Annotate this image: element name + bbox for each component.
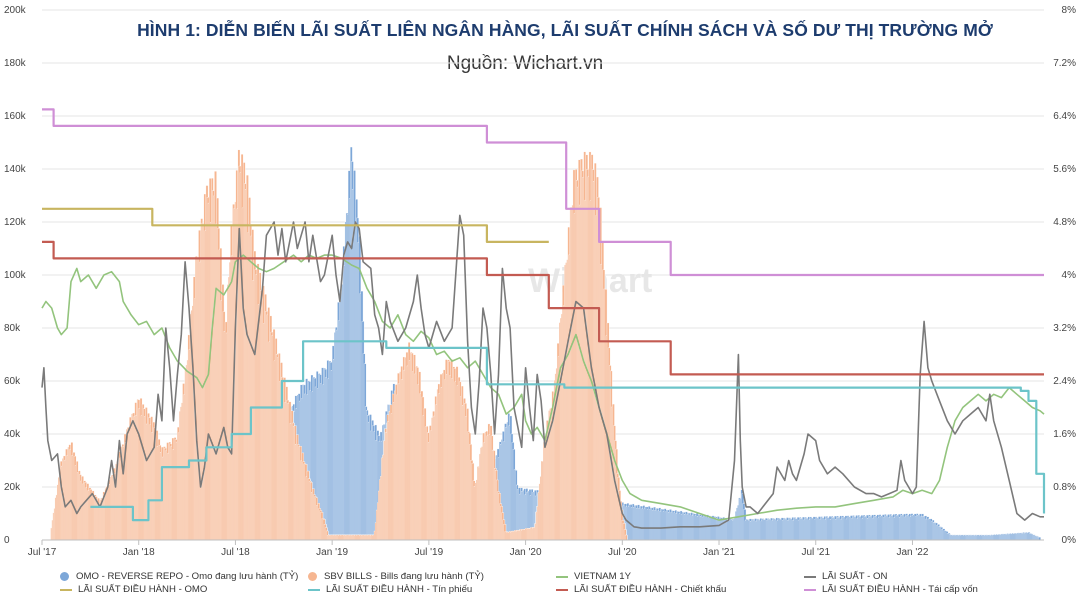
x-tick-label: Jan '20 — [510, 547, 542, 558]
legend-item[interactable]: VIETNAM 1Y — [556, 570, 804, 583]
legend-marker — [60, 588, 72, 591]
legend-row-2: LÃI SUẤT ĐIỀU HÀNH - OMO LÃI SUẤT ĐIỀU HÀ… — [60, 583, 1070, 596]
y-right-tick-label: 0.8% — [1053, 482, 1076, 493]
legend-label: OMO - REVERSE REPO - Omo đang lưu hành (… — [76, 571, 299, 582]
legend-item[interactable]: SBV BILLS - Bills đang lưu hành (TỶ) — [308, 570, 556, 583]
y-right-tick-label: 7.2% — [1053, 58, 1076, 69]
bar — [624, 534, 628, 541]
y-left-tick-label: 60k — [4, 376, 21, 387]
legend-marker — [804, 588, 816, 591]
legend-marker — [804, 575, 816, 578]
x-tick-label: Jul '18 — [221, 547, 250, 558]
legend-marker — [556, 575, 568, 578]
legend-item[interactable]: LÃI SUẤT ĐIỀU HÀNH - Tín phiếu — [308, 583, 556, 596]
legend-marker — [308, 588, 320, 591]
y-left-tick-label: 120k — [4, 217, 27, 228]
y-left-tick-label: 20k — [4, 482, 21, 493]
legend-label: VIETNAM 1Y — [574, 571, 632, 582]
axes: 0 20k 40k 60k 80k 100k 120k 140k 160k 180k 200k 0% 0… — [4, 5, 1076, 558]
y-right-tick-label: 2.4% — [1053, 376, 1076, 387]
legend-row-1: OMO - REVERSE REPO - Omo đang lưu hành (… — [60, 570, 1070, 583]
line-series — [41, 108, 1046, 529]
legend: OMO - REVERSE REPO - Omo đang lưu hành (… — [60, 570, 1070, 596]
legend-item[interactable]: LÃI SUẤT ĐIỀU HÀNH - OMO — [60, 583, 308, 596]
legend-item[interactable]: LÃI SUẤT - ON — [804, 570, 1052, 583]
y-left-tick-label: 0 — [4, 535, 10, 546]
x-tick-label: Jan '19 — [316, 547, 348, 558]
bar-series — [50, 146, 1041, 541]
y-right-tick-label: 6.4% — [1053, 111, 1076, 122]
legend-label: LÃI SUẤT ĐIỀU HÀNH - Tái cấp vốn — [822, 584, 978, 595]
legend-label: LÃI SUẤT - ON — [822, 571, 888, 582]
y-left-tick-label: 160k — [4, 111, 27, 122]
legend-label: SBV BILLS - Bills đang lưu hành (TỶ) — [324, 571, 484, 582]
y-right-tick-label: 4.8% — [1053, 217, 1076, 228]
y-right-tick-label: 3.2% — [1053, 323, 1076, 334]
y-left-tick-label: 40k — [4, 429, 21, 440]
legend-marker — [60, 572, 69, 581]
line-rate_discount — [42, 240, 1044, 376]
legend-label: LÃI SUẤT ĐIỀU HÀNH - Tín phiếu — [326, 584, 473, 595]
legend-label: LÃI SUẤT ĐIỀU HÀNH - OMO — [78, 584, 208, 595]
x-tick-label: Jul '17 — [28, 547, 57, 558]
legend-marker — [556, 588, 568, 591]
x-tick-label: Jan '21 — [703, 547, 735, 558]
line-rate_bills — [90, 340, 1046, 522]
legend-marker — [308, 572, 317, 581]
x-tick-label: Jul '19 — [415, 547, 444, 558]
y-left-tick-label: 100k — [4, 270, 27, 281]
legend-item[interactable]: OMO - REVERSE REPO - Omo đang lưu hành (… — [60, 570, 308, 583]
y-right-tick-label: 4% — [1062, 270, 1077, 281]
line-on — [41, 214, 1044, 529]
chart-title: HÌNH 1: DIỄN BIẾN LÃI SUẤT LIÊN NGÂN HÀN… — [137, 20, 993, 40]
x-tick-label: Jul '21 — [801, 547, 830, 558]
x-tick-label: Jul '20 — [608, 547, 637, 558]
legend-item[interactable]: LÃI SUẤT ĐIỀU HÀNH - Chiết khấu — [556, 583, 804, 596]
y-right-tick-label: 1.6% — [1053, 429, 1076, 440]
legend-label: LÃI SUẤT ĐIỀU HÀNH - Chiết khấu — [574, 584, 727, 595]
y-right-tick-label: 5.6% — [1053, 164, 1076, 175]
y-right-tick-label: 8% — [1062, 5, 1077, 16]
line-rate_omo — [42, 207, 549, 243]
line-rate_refinance — [42, 108, 1044, 277]
y-left-tick-label: 200k — [4, 5, 27, 16]
y-right-tick-label: 0% — [1062, 535, 1077, 546]
y-left-tick-label: 80k — [4, 323, 21, 334]
x-tick-label: Jan '18 — [123, 547, 155, 558]
y-left-tick-label: 180k — [4, 58, 27, 69]
line-vn1y — [41, 254, 1045, 521]
x-tick-label: Jan '22 — [896, 547, 928, 558]
legend-item[interactable]: LÃI SUẤT ĐIỀU HÀNH - Tái cấp vốn — [804, 583, 1052, 596]
y-left-tick-label: 140k — [4, 164, 27, 175]
